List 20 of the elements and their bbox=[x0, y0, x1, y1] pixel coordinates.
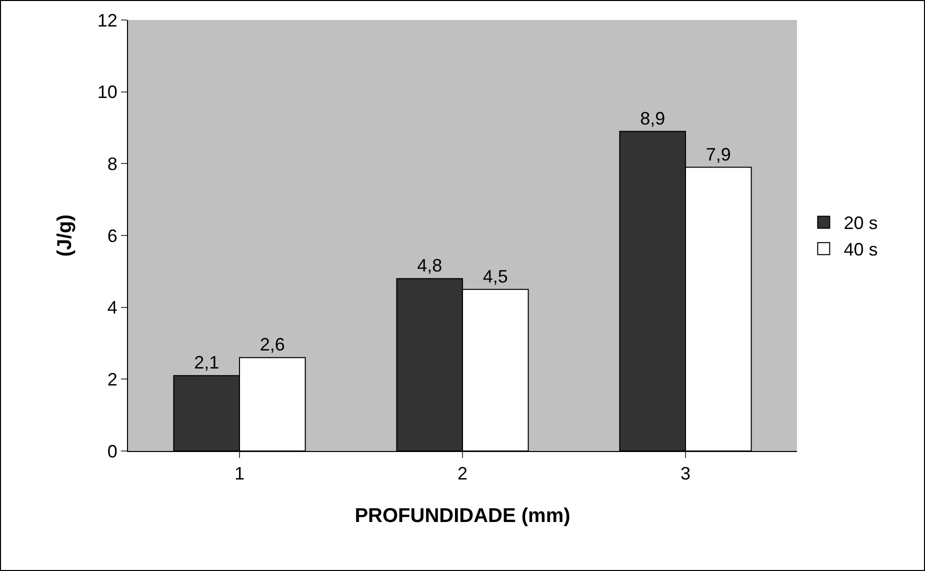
y-tick-label: 6 bbox=[107, 226, 118, 246]
legend-label: 20 s bbox=[844, 213, 878, 234]
y-tick-label: 0 bbox=[107, 441, 118, 462]
y-tick-label: 8 bbox=[107, 154, 118, 174]
x-tick-label: 2 bbox=[457, 464, 468, 484]
data-label: 7,9 bbox=[706, 144, 731, 164]
y-tick-label: 10 bbox=[97, 82, 118, 102]
data-label: 2,1 bbox=[194, 352, 220, 373]
y-tick-label: 12 bbox=[97, 10, 118, 30]
x-tick-label: 1 bbox=[234, 464, 245, 484]
data-label: 2,6 bbox=[260, 334, 285, 355]
x-tick-label: 3 bbox=[680, 464, 691, 484]
data-label: 8,9 bbox=[640, 108, 666, 128]
data-label: 4,5 bbox=[482, 266, 508, 286]
y-tick-label: 2 bbox=[107, 369, 118, 390]
legend-label: 40 s bbox=[844, 240, 878, 260]
data-label: 4,8 bbox=[417, 256, 442, 276]
y-axis-title: (J/g) bbox=[54, 214, 76, 257]
y-tick-label: 4 bbox=[107, 298, 118, 318]
x-axis-title: PROFUNDIDADE (mm) bbox=[354, 505, 570, 528]
